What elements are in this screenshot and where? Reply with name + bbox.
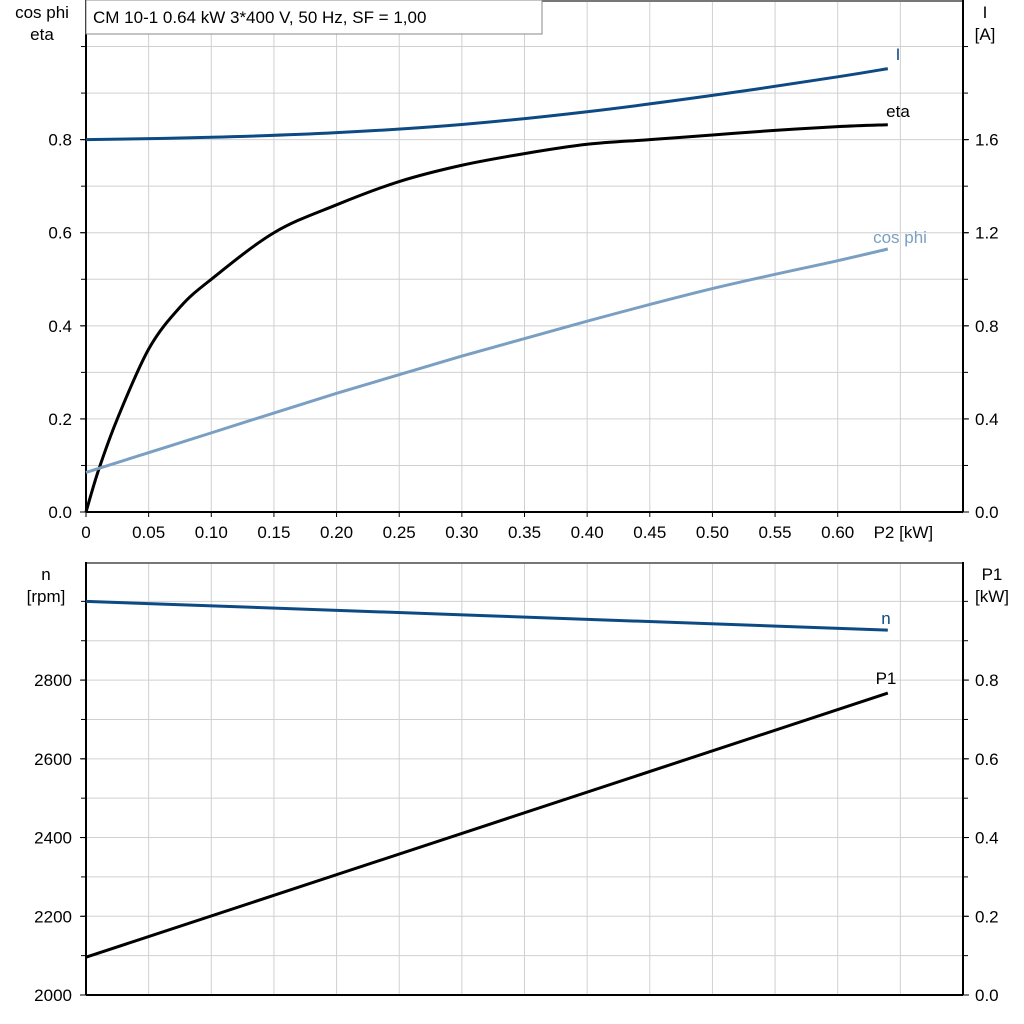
right-axis-label: [A] [975, 25, 996, 44]
left-tick-label: 0.4 [48, 317, 72, 336]
right-tick-label: 0.4 [975, 410, 999, 429]
x-tick-label: 0.05 [132, 523, 165, 542]
x-tick-label: 0.60 [821, 523, 854, 542]
right-axis-label: [kW] [975, 587, 1009, 606]
right-axis-label: P1 [982, 565, 1003, 584]
x-tick-label: 0.55 [759, 523, 792, 542]
right-tick-label: 0.4 [975, 829, 999, 848]
x-axis-label: P2 [kW] [874, 523, 934, 542]
series-line-n [85, 599, 888, 632]
x-tick-label: 0.50 [696, 523, 729, 542]
left-tick-label: 2400 [34, 829, 72, 848]
x-tick-label: 0.15 [257, 523, 290, 542]
left-axis-label: eta [30, 25, 54, 44]
right-tick-label: 1.6 [975, 131, 999, 150]
x-tick-label: 0.25 [383, 523, 416, 542]
x-tick-label: 0 [81, 523, 90, 542]
series-line-cos-phi [85, 247, 889, 474]
series-line-I [85, 67, 889, 142]
right-tick-label: 0.2 [975, 907, 999, 926]
left-tick-label: 2600 [34, 750, 72, 769]
chart-title: CM 10-1 0.64 kW 3*400 V, 50 Hz, SF = 1,0… [93, 8, 426, 27]
right-tick-label: 0.0 [975, 503, 999, 522]
left-tick-label: 0.2 [48, 410, 72, 429]
right-axis-label: I [983, 3, 988, 22]
x-tick-label: 0.40 [571, 523, 604, 542]
right-tick-label: 0.8 [975, 317, 999, 336]
series-label-n: n [881, 609, 890, 628]
left-tick-label: 0.8 [48, 131, 72, 150]
left-axis-label: [rpm] [27, 587, 66, 606]
series-label-P1: P1 [876, 669, 897, 688]
x-tick-label: 0.10 [195, 523, 228, 542]
x-tick-label: 0.35 [508, 523, 541, 542]
left-tick-label: 0.6 [48, 224, 72, 243]
x-tick-label: 0.20 [320, 523, 353, 542]
right-tick-label: 0.0 [975, 986, 999, 1005]
left-tick-label: 0.0 [48, 503, 72, 522]
left-tick-label: 2200 [34, 907, 72, 926]
series-label-cos-phi: cos phi [873, 228, 927, 247]
series-line-P1 [85, 691, 889, 959]
series-label-I: I [896, 45, 901, 64]
series-line-eta [84, 123, 888, 513]
x-tick-label: 0.30 [445, 523, 478, 542]
x-tick-label: 0.45 [633, 523, 666, 542]
series-label-eta: eta [886, 102, 910, 121]
left-tick-label: 2800 [34, 671, 72, 690]
left-axis-label: cos phi [15, 3, 69, 22]
left-tick-label: 2000 [34, 986, 72, 1005]
left-axis-label: n [41, 565, 50, 584]
right-tick-label: 0.8 [975, 671, 999, 690]
right-tick-label: 0.6 [975, 750, 999, 769]
title-box [85, 0, 543, 35]
right-tick-label: 1.2 [975, 224, 999, 243]
